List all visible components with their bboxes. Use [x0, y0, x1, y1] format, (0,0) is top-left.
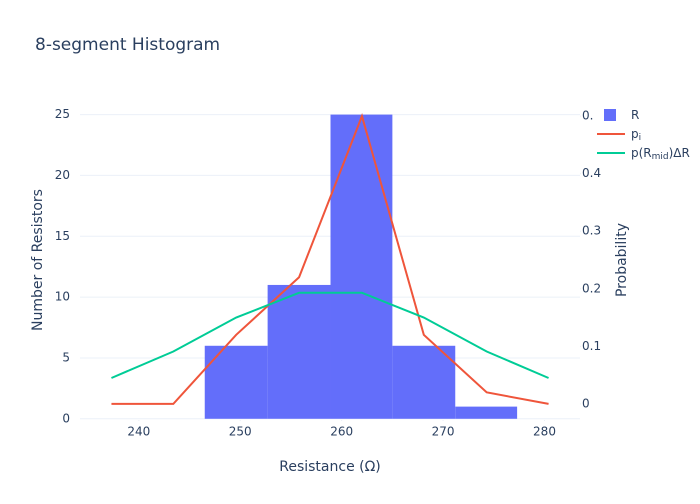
y2-tick-label: 0.4 [582, 166, 601, 180]
legend-text: p [631, 127, 639, 141]
y-tick-label: 10 [55, 290, 70, 304]
y-tick-label: 25 [55, 107, 70, 121]
legend-swatch [604, 109, 616, 121]
bar [392, 345, 456, 419]
y-tick-label: 5 [62, 350, 70, 364]
legend-label: R [631, 108, 639, 122]
y2-tick-label: 0.1 [582, 339, 601, 353]
chart-title: 8-segment Histogram [35, 35, 220, 55]
y2-tick-label: 0.2 [582, 281, 601, 295]
y2-tick-label: 0. [582, 109, 593, 123]
legend-label: pi [631, 127, 641, 143]
x-tick-label: 260 [330, 425, 353, 439]
x-tick-label: 240 [127, 425, 150, 439]
legend-text: )ΔR [669, 146, 690, 160]
line [111, 291, 549, 379]
y-tick-label: 15 [55, 229, 70, 243]
bar [204, 345, 268, 419]
x-tick-label: 250 [229, 425, 252, 439]
y-tick-label: 20 [55, 168, 70, 182]
y2-tick-label: 0.3 [582, 224, 601, 238]
y2-axis-title: Probability [614, 223, 630, 297]
legend-label: p(Rmid)ΔR [631, 146, 690, 162]
legend-text: p(R [631, 146, 652, 160]
legend-text: mid [652, 152, 669, 162]
bar [330, 114, 393, 419]
bar [455, 406, 518, 419]
x-axis-title: Resistance (Ω) [279, 459, 381, 475]
y-tick-label: 0 [62, 411, 70, 425]
line [111, 112, 549, 405]
y-axis-title: Number of Resistors [30, 189, 46, 331]
y2-tick-label: 0 [582, 396, 590, 410]
legend-text: R [631, 108, 639, 122]
bar [267, 284, 331, 419]
x-tick-label: 270 [432, 425, 455, 439]
legend-text: i [639, 133, 642, 143]
x-tick-label: 280 [533, 425, 556, 439]
